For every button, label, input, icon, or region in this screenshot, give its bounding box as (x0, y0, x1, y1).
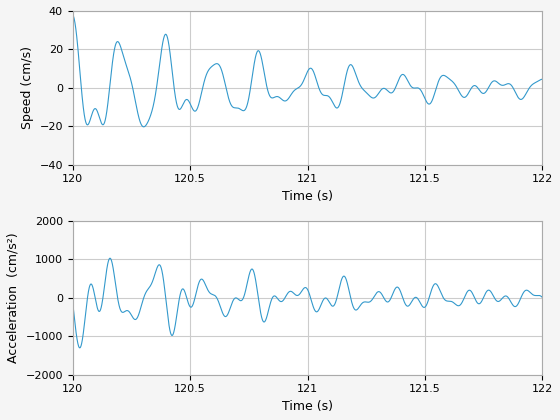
X-axis label: Time (s): Time (s) (282, 400, 333, 413)
Y-axis label: Acceleration  (cm/s²): Acceleration (cm/s²) (7, 233, 20, 363)
X-axis label: Time (s): Time (s) (282, 190, 333, 203)
Y-axis label: Speed (cm/s): Speed (cm/s) (21, 46, 34, 129)
